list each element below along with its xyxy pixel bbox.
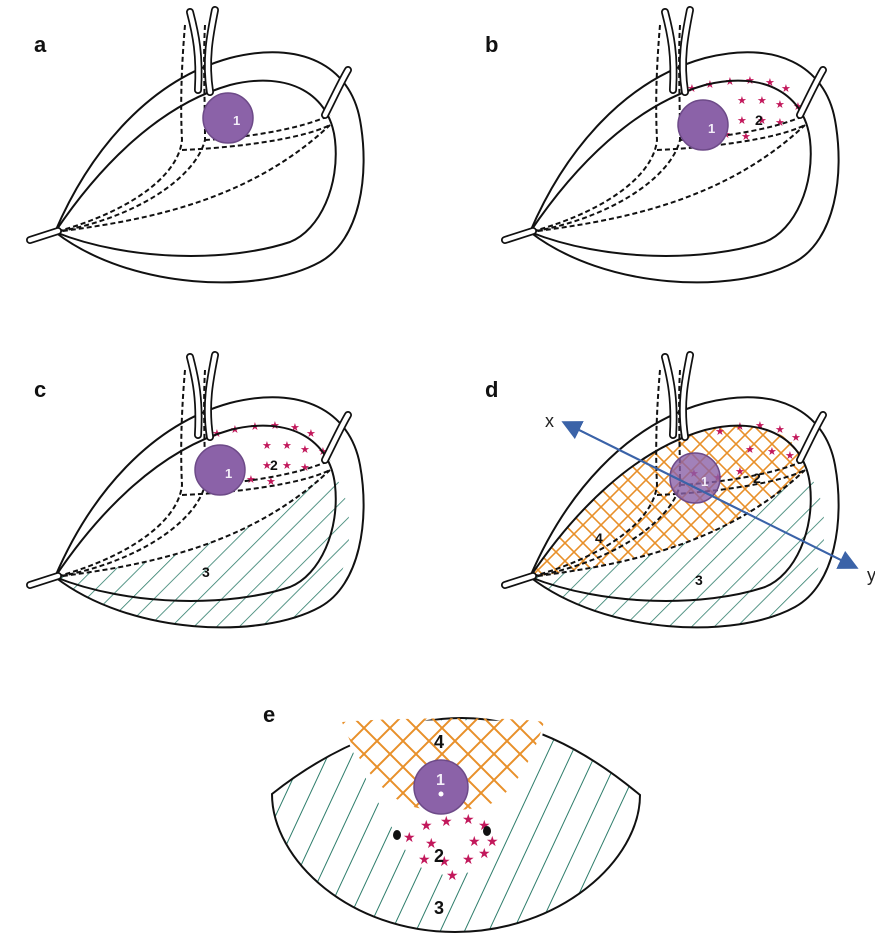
svg-text:★: ★	[775, 116, 785, 129]
svg-text:★: ★	[418, 852, 431, 868]
svg-text:★: ★	[306, 427, 316, 440]
svg-text:★: ★	[781, 82, 791, 95]
zone-3-hatch-c	[55, 470, 350, 628]
edge-dot-left	[393, 830, 401, 840]
svg-text:★: ★	[735, 465, 745, 478]
panel-d: d ★★★★★ ★★★ ★★★ 1 2 4 3 x y	[485, 355, 875, 629]
edge-dot-right	[483, 826, 491, 836]
svg-text:★: ★	[478, 846, 491, 862]
lesion-circle-c	[194, 444, 246, 496]
panel-c-label: c	[34, 377, 46, 402]
svg-text:★: ★	[741, 130, 751, 143]
svg-text:★: ★	[737, 114, 747, 127]
svg-text:★: ★	[420, 818, 433, 834]
svg-text:★: ★	[300, 443, 310, 456]
panel-a: a 1	[30, 10, 365, 284]
zone-4-crosshatch-d	[530, 425, 805, 577]
lesion-center-dot	[438, 791, 444, 797]
lesion-circle-a	[202, 92, 254, 144]
svg-text:★: ★	[775, 98, 785, 111]
svg-text:★: ★	[791, 431, 801, 444]
axis-y-label: y	[867, 565, 875, 585]
svg-text:★: ★	[737, 94, 747, 107]
lesion-circle-b	[677, 99, 729, 151]
lesion-circle-e	[413, 759, 469, 815]
svg-text:★: ★	[403, 830, 416, 846]
svg-text:★: ★	[757, 94, 767, 107]
svg-text:★: ★	[440, 814, 453, 830]
region-3-label-c: 3	[202, 564, 210, 580]
svg-text:★: ★	[300, 461, 310, 474]
svg-text:★: ★	[486, 834, 499, 850]
svg-text:★: ★	[438, 854, 451, 870]
svg-text:★: ★	[757, 114, 767, 127]
circle-label-e: 1	[436, 772, 445, 789]
svg-text:★: ★	[282, 439, 292, 452]
panel-e: e ★ ★ ★ ★ ★ ★ ★ ★ ★ ★ ★ ★ ★ 1 4 2 3	[263, 702, 642, 934]
panel-c: c ★★★★★★ ★★★★★ ★★★ ★★★ 1 2 3	[30, 355, 365, 629]
region-4-label-e: 4	[434, 732, 444, 752]
panel-b: b ★★★★★★ ★★★★★ ★★★ ★★★ 1 2	[485, 10, 840, 284]
svg-text:★: ★	[266, 475, 276, 488]
svg-text:★: ★	[425, 836, 438, 852]
panel-e-label: e	[263, 702, 275, 727]
svg-text:★: ★	[246, 473, 256, 486]
zone-2-stars-e: ★ ★ ★ ★ ★ ★ ★ ★ ★ ★ ★ ★ ★	[403, 812, 499, 884]
lesion-circle-d	[669, 452, 721, 504]
panel-d-label: d	[485, 377, 498, 402]
svg-text:★: ★	[262, 459, 272, 472]
circle-label-c: 1	[225, 466, 232, 481]
region-3-label-e: 3	[434, 898, 444, 918]
svg-text:★: ★	[755, 419, 765, 432]
svg-text:★: ★	[468, 834, 481, 850]
region-3-label-d: 3	[695, 572, 703, 588]
region-4-label-d: 4	[595, 530, 603, 546]
panel-b-label: b	[485, 32, 498, 57]
svg-text:★: ★	[745, 443, 755, 456]
region-2-label-b: 2	[755, 112, 763, 128]
circle-label-b: 1	[708, 121, 715, 136]
svg-text:★: ★	[462, 852, 475, 868]
panel-a-label: a	[34, 32, 47, 57]
svg-text:★: ★	[282, 459, 292, 472]
circle-label-d: 1	[701, 474, 708, 489]
svg-text:★: ★	[767, 445, 777, 458]
svg-text:★: ★	[775, 423, 785, 436]
axis-y-arrow	[564, 422, 859, 569]
svg-text:★: ★	[715, 425, 725, 438]
circle-label-a: 1	[233, 113, 240, 128]
svg-text:★: ★	[785, 449, 795, 462]
region-2-label-c: 2	[270, 457, 278, 473]
region-2-label-e: 2	[434, 846, 444, 866]
axis-x-label: x	[545, 411, 554, 431]
zone-3-hatch-d	[530, 470, 825, 628]
svg-text:★: ★	[446, 868, 459, 884]
svg-text:★: ★	[462, 812, 475, 828]
svg-text:★: ★	[262, 439, 272, 452]
region-2-label-d: 2	[753, 470, 761, 486]
svg-text:★: ★	[290, 421, 300, 434]
svg-text:★: ★	[765, 76, 775, 89]
